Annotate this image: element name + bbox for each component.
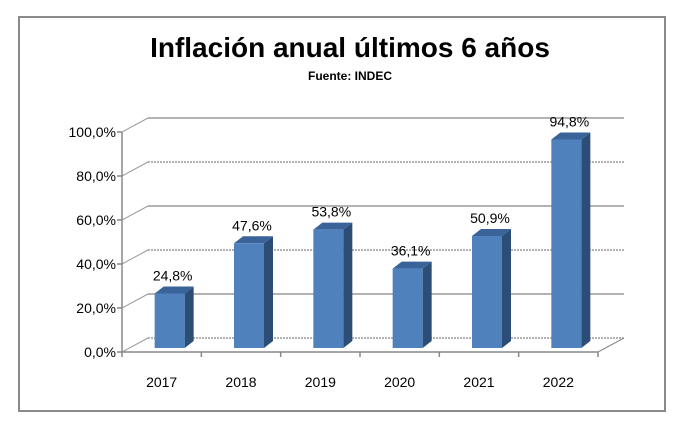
gridline-side — [121, 205, 149, 221]
bar — [313, 229, 344, 348]
bar-top — [392, 261, 432, 269]
gridline-side — [121, 161, 149, 177]
bar — [234, 243, 264, 348]
data-label: 36,1% — [391, 243, 431, 259]
x-tick-label: 2019 — [305, 374, 336, 390]
gridline-side — [121, 337, 149, 353]
data-label: 94,8% — [549, 113, 589, 129]
y-tick-label: 60,0% — [76, 212, 116, 228]
data-label: 24,8% — [153, 267, 193, 283]
x-tick-label: 2017 — [146, 374, 177, 390]
data-label: 50,9% — [470, 210, 510, 226]
bar — [551, 139, 582, 348]
data-label: 47,6% — [232, 217, 272, 233]
y-tick-label: 40,0% — [76, 256, 116, 272]
y-tick-label: 20,0% — [76, 300, 116, 316]
x-tick-label: 2022 — [543, 374, 574, 390]
floor-edge — [597, 337, 625, 353]
bar-side — [184, 286, 194, 348]
bar-top — [313, 222, 353, 230]
bar — [154, 293, 185, 348]
bar-side — [502, 229, 511, 348]
bar-top — [234, 236, 273, 244]
bar-side — [581, 132, 591, 348]
bar-top — [472, 229, 511, 237]
x-tick-label: 2021 — [463, 374, 494, 390]
x-tick-label: 2018 — [225, 374, 256, 390]
data-label: 53,8% — [311, 204, 351, 220]
y-tick-label: 0,0% — [84, 344, 116, 360]
bar — [472, 236, 502, 348]
y-tick-label: 80,0% — [76, 168, 116, 184]
y-tick-label: 100,0% — [69, 124, 116, 140]
bar-side — [343, 222, 353, 348]
bar-side — [264, 236, 273, 348]
gridline-side — [121, 293, 149, 309]
gridline-side — [121, 117, 149, 133]
bar-top — [154, 286, 194, 294]
chart-title: Inflación anual últimos 6 años — [150, 32, 550, 63]
x-tick-label: 2020 — [384, 374, 415, 390]
bar-side — [422, 261, 432, 348]
bar — [392, 268, 423, 348]
bar-top — [551, 132, 591, 140]
gridline-side — [121, 249, 149, 265]
chart-subtitle: Fuente: INDEC — [308, 69, 392, 83]
